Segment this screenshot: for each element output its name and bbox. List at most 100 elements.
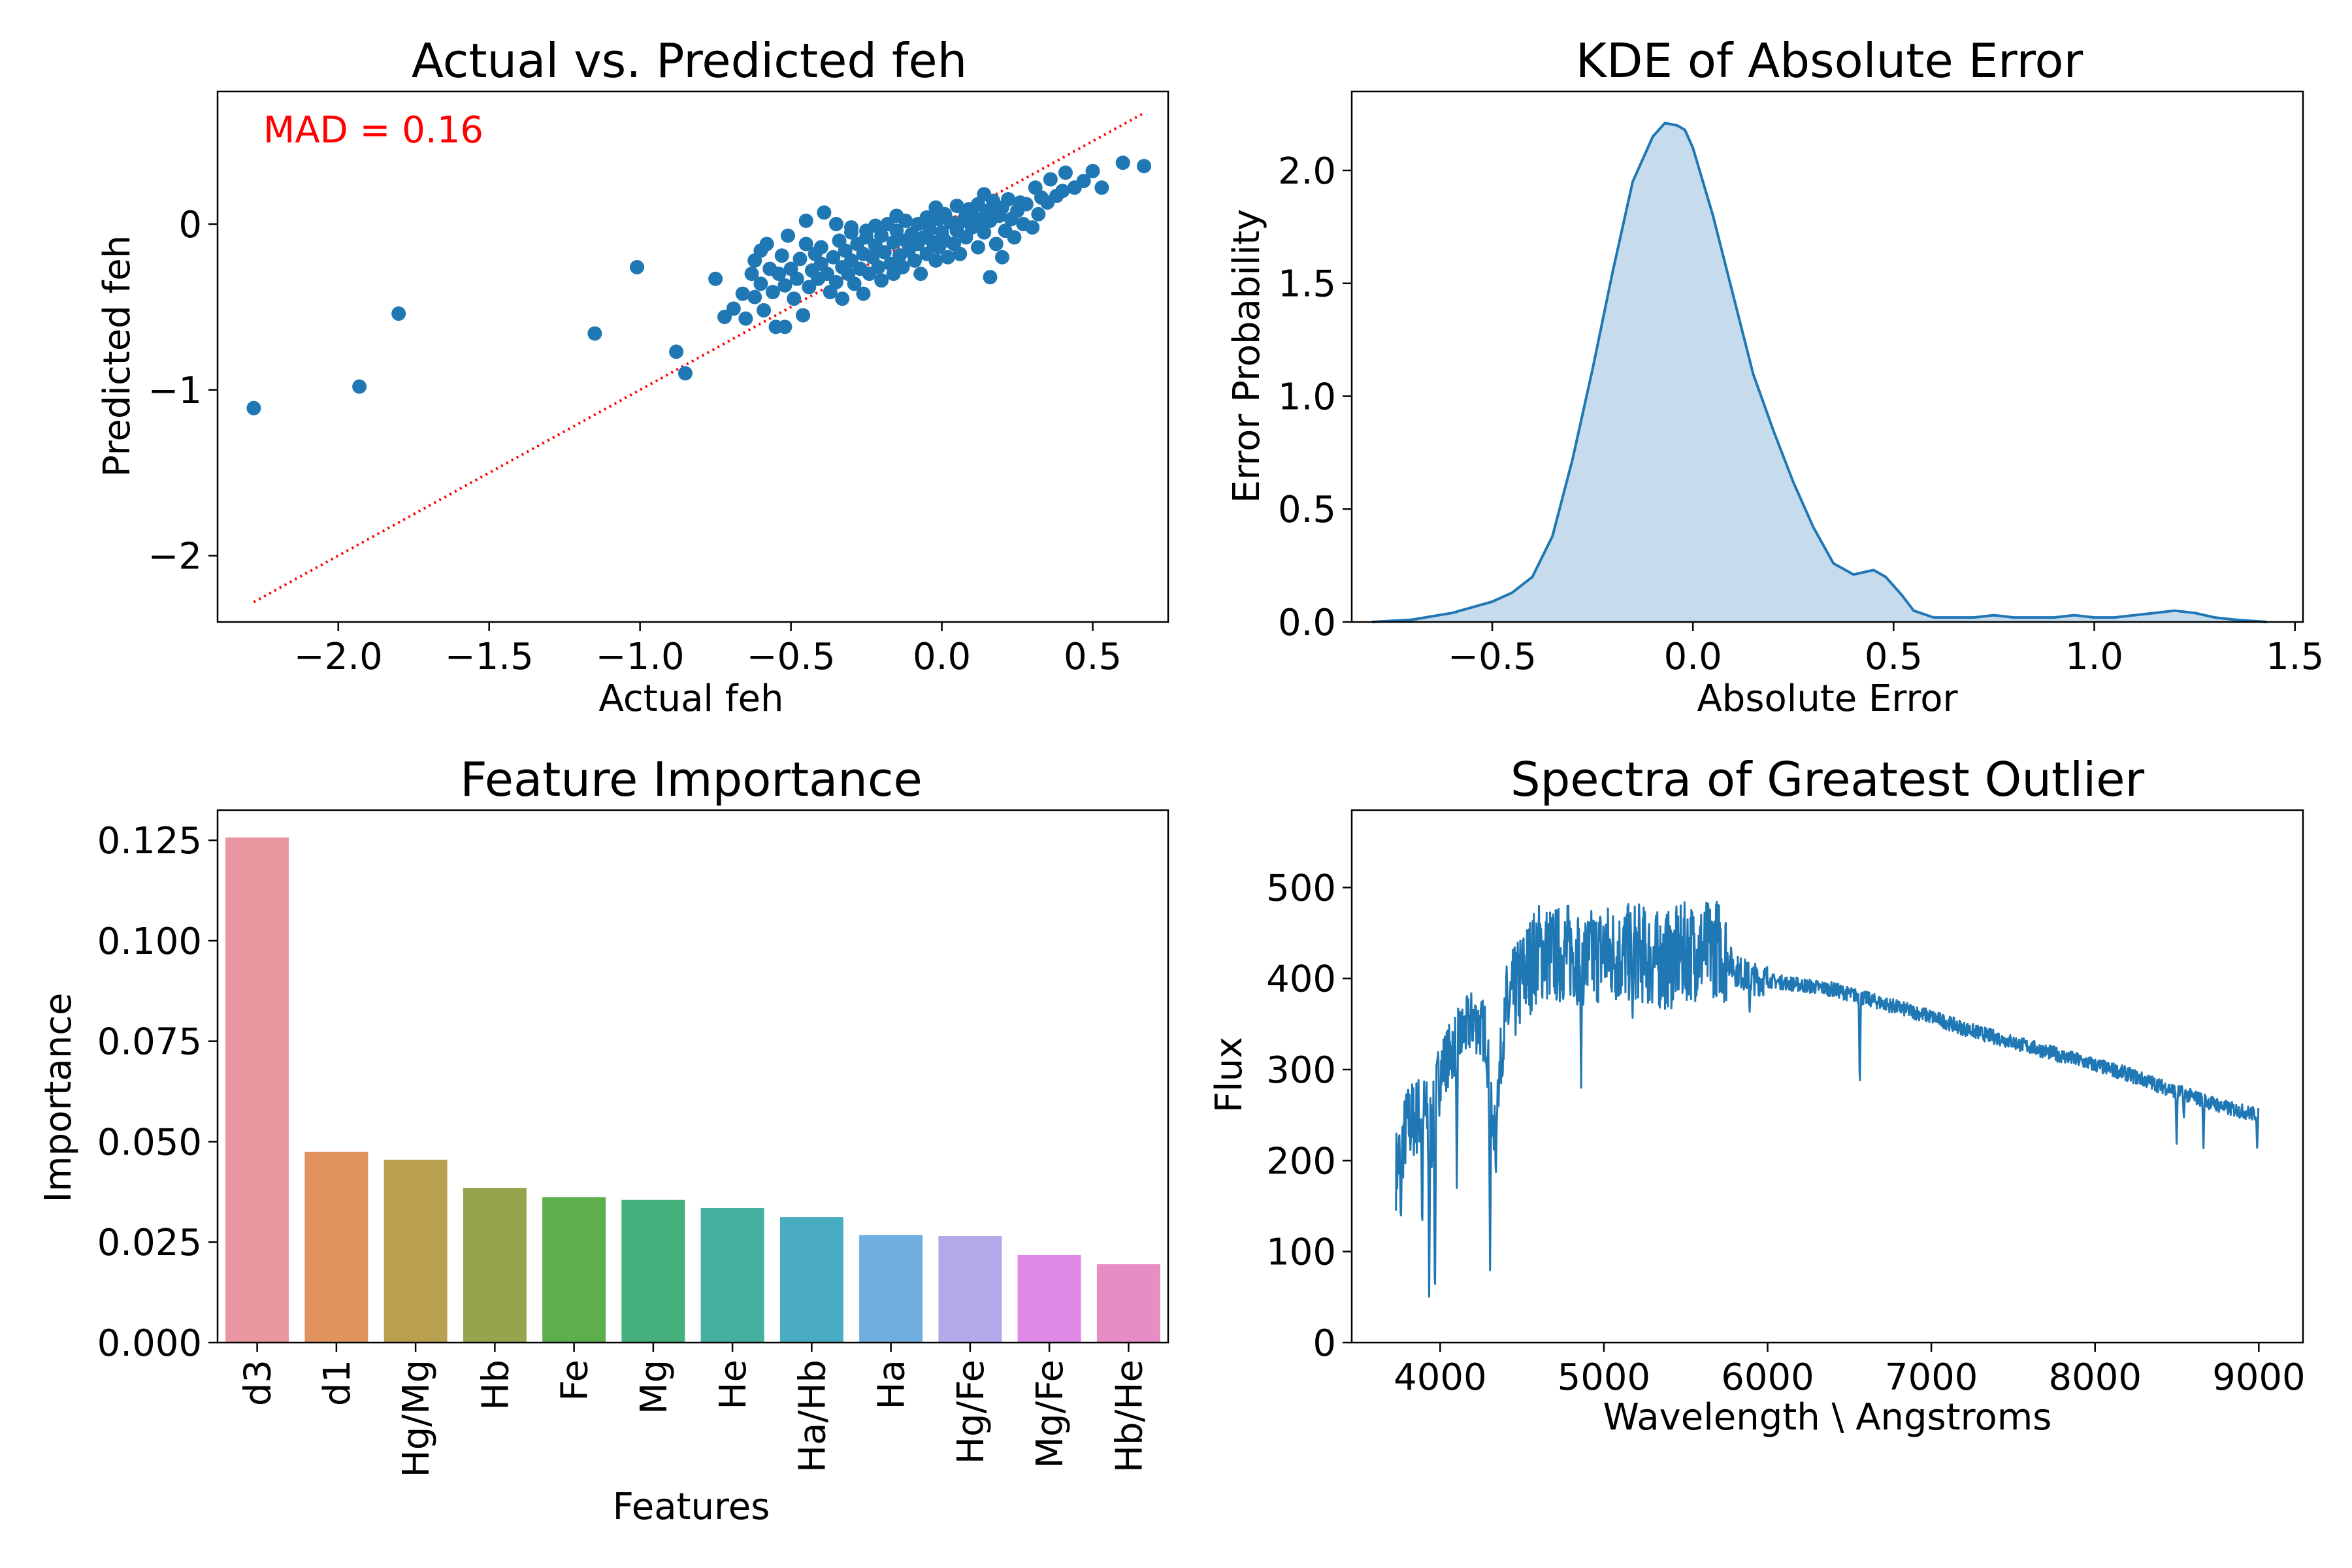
spectrum-line	[1395, 900, 2260, 1298]
bars-category-label: Ha/Hb	[791, 1360, 834, 1473]
bars-ytick-label: 0.100	[97, 921, 202, 963]
spectrum-plot-area: 4000 5000 6000 7000 8000 9000 0 100 200 300 400 500	[1266, 867, 2305, 1399]
spectrum-xlabel: Wavelength \ Angstroms	[1603, 1396, 2052, 1439]
scatter-title: Actual vs. Predicted feh	[412, 33, 968, 88]
bars-category-label: Hg/Fe	[950, 1360, 992, 1464]
scatter-point	[1013, 195, 1028, 210]
bars-category-label: Hb	[474, 1360, 517, 1411]
kde-xtick-label: 0.0	[1664, 636, 1722, 678]
spectrum-ytick-label: 100	[1266, 1232, 1336, 1274]
scatter-point	[895, 259, 910, 274]
bar-d1	[304, 1151, 368, 1343]
scatter-point	[781, 228, 795, 243]
spectrum-ylabel: Flux	[1208, 1037, 1250, 1113]
bars-ytick-label: 0.125	[97, 820, 202, 862]
scatter-point	[1094, 180, 1109, 195]
scatter-point	[928, 200, 943, 215]
bars-ytick-label: 0.050	[97, 1121, 202, 1164]
spectrum-ytick-label: 0	[1313, 1322, 1336, 1365]
spectrum-xtick-label: 6000	[1721, 1356, 1814, 1399]
scatter-xtick-label: −2.0	[294, 636, 383, 678]
bar-hg-mg	[384, 1160, 448, 1343]
scatter-point	[735, 286, 750, 301]
scatter-point	[802, 280, 817, 295]
bar-hb	[463, 1188, 527, 1343]
spectrum-panel: Spectra of Greatest Outlier Wavelength \…	[1208, 752, 2306, 1439]
spectrum-xtick-label: 5000	[1558, 1356, 1651, 1399]
scatter-point	[759, 237, 774, 252]
scatter-xtick-label: 0.5	[1064, 636, 1122, 678]
scatter-point	[1058, 165, 1073, 180]
scatter-point	[1115, 155, 1130, 171]
kde-plot-area: −0.5 0.0 0.5 1.0 1.5 0.0 0.5 1.0 1.5 2.0	[1278, 122, 2324, 678]
scatter-point	[777, 278, 792, 293]
kde-xlabel: Absolute Error	[1697, 678, 1958, 720]
scatter-point	[1025, 220, 1040, 235]
scatter-point	[859, 223, 874, 238]
scatter-point	[391, 306, 406, 321]
scatter-point	[877, 245, 892, 260]
kde-ytick-label: 0.0	[1278, 602, 1336, 644]
scatter-point	[1055, 184, 1070, 199]
scatter-point	[1085, 163, 1100, 178]
kde-panel: KDE of Absolute Error Absolute Error Err…	[1226, 33, 2324, 720]
kde-ytick-label: 1.0	[1278, 376, 1336, 418]
kde-fill	[1371, 123, 2267, 622]
spectrum-title: Spectra of Greatest Outlier	[1511, 752, 2145, 807]
mad-annotation: MAD = 0.16	[263, 109, 483, 152]
scatter-xtick-label: 0.0	[913, 636, 971, 678]
scatter-point	[977, 187, 992, 202]
scatter-point	[828, 217, 843, 231]
scatter-point	[874, 228, 889, 243]
spectrum-xtick-label: 7000	[1885, 1356, 1978, 1399]
scatter-xlabel: Actual feh	[599, 678, 784, 720]
scatter-ylabel: Predicted feh	[96, 235, 139, 477]
spectrum-ytick-label: 500	[1266, 867, 1336, 909]
bar-ha	[859, 1235, 923, 1343]
scatter-point	[988, 205, 1004, 220]
scatter-point	[765, 285, 780, 300]
spectrum-ytick-label: 400	[1266, 958, 1336, 1001]
scatter-point	[678, 366, 693, 381]
scatter-point	[813, 240, 828, 255]
bars-category-label: d3	[237, 1360, 280, 1406]
scatter-point	[835, 291, 850, 306]
bars-category-label: He	[712, 1360, 755, 1410]
scatter-point	[738, 311, 753, 326]
scatter-point	[844, 220, 858, 235]
kde-xtick-label: 0.5	[1865, 636, 1923, 678]
bars-category-label: Hb/He	[1108, 1360, 1151, 1473]
bars-category-label: d1	[316, 1360, 359, 1406]
scatter-point	[777, 319, 792, 335]
bars-xlabel: Features	[613, 1486, 770, 1528]
scatter-point	[744, 267, 759, 282]
scatter-point	[789, 271, 804, 286]
spectrum-ytick-label: 300	[1266, 1049, 1336, 1092]
scatter-point	[717, 310, 732, 325]
bar-d3	[225, 837, 289, 1343]
scatter-point	[919, 210, 934, 225]
scatter-xtick-label: −1.0	[596, 636, 685, 678]
scatter-frame	[216, 90, 1169, 623]
scatter-point	[246, 400, 261, 416]
bars-ytick-label: 0.000	[97, 1322, 202, 1365]
scatter-point	[747, 289, 762, 304]
kde-ytick-label: 2.0	[1278, 150, 1336, 193]
scatter-point	[708, 271, 723, 286]
scatter-point	[726, 301, 741, 316]
spectrum-xtick-label: 8000	[2048, 1356, 2142, 1399]
kde-xtick-label: −0.5	[1448, 636, 1537, 678]
scatter-point	[1031, 206, 1046, 221]
scatter-point	[798, 237, 813, 252]
kde-ylabel: Error Probability	[1226, 209, 1268, 503]
scatter-xtick-label: −1.5	[445, 636, 534, 678]
scatter-point	[923, 221, 938, 237]
scatter-point	[352, 379, 367, 394]
scatter-point	[847, 276, 862, 291]
scatter-point	[940, 250, 955, 265]
kde-ytick-label: 1.5	[1278, 263, 1336, 306]
scatter-point	[798, 213, 813, 228]
bars-title: Feature Importance	[460, 752, 923, 807]
scatter-xtick-label: −0.5	[747, 636, 836, 678]
